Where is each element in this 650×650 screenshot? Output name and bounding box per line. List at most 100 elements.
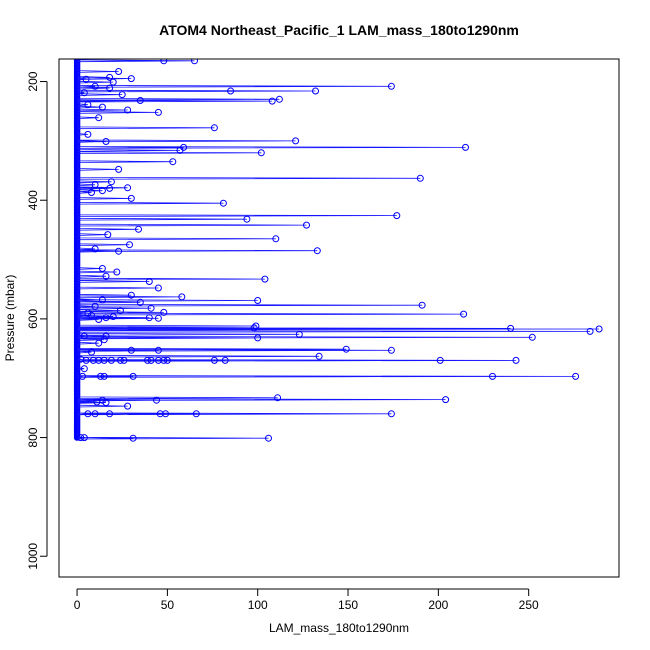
data-point [160, 308, 168, 316]
data-point [178, 293, 186, 301]
data-point [210, 124, 218, 132]
near-zero-points [73, 59, 81, 441]
data-point [387, 346, 395, 354]
data-point [82, 75, 90, 83]
data-point [116, 307, 124, 315]
data-point [460, 310, 468, 318]
data-point [118, 91, 126, 99]
data-point [100, 372, 108, 380]
data-point [442, 396, 450, 404]
data-point [102, 314, 110, 322]
data-point [261, 275, 269, 283]
data-point [136, 298, 144, 306]
data-point [107, 356, 115, 364]
data-point [162, 410, 170, 418]
data-point [100, 336, 108, 344]
data-point [257, 149, 265, 157]
data-point [387, 410, 395, 418]
data-point [265, 434, 272, 442]
data-point [98, 187, 106, 195]
data-point [106, 84, 114, 92]
data-point [227, 87, 235, 95]
data-point [80, 365, 88, 373]
data-point [89, 356, 97, 364]
data-point [84, 309, 92, 317]
data-point [106, 410, 114, 418]
data-point [156, 410, 164, 418]
profile-line [76, 59, 600, 440]
data-point [106, 184, 114, 192]
data-point [303, 221, 310, 229]
data-point [462, 143, 469, 151]
data-point [106, 73, 114, 81]
data-point [115, 165, 123, 173]
data-point [82, 356, 90, 364]
plot-content [73, 59, 603, 442]
y-axis-label: Pressure (mbar) [3, 275, 17, 362]
data-point [295, 330, 303, 338]
y-tick-label: 600 [26, 309, 40, 329]
data-point [586, 327, 594, 335]
data-point [95, 339, 103, 347]
y-tick-label: 200 [26, 71, 40, 91]
data-point [93, 398, 101, 406]
plot-frame [58, 58, 620, 578]
data-point [416, 174, 424, 182]
x-tick-label: 150 [338, 598, 358, 612]
x-tick-label: 100 [248, 598, 268, 612]
data-point [169, 158, 177, 166]
data-point [91, 302, 99, 310]
data-point [163, 356, 171, 364]
data-point [192, 410, 200, 418]
data-point [98, 296, 106, 304]
data-point [88, 348, 95, 356]
data-point [129, 434, 137, 442]
data-point [312, 87, 319, 95]
data-point [275, 95, 283, 103]
data-point [102, 138, 110, 145]
data-point [97, 372, 104, 380]
data-point [127, 291, 135, 299]
data-point [91, 410, 99, 418]
data-point [102, 272, 110, 280]
data-point [127, 194, 135, 202]
data-point [252, 322, 260, 330]
x-axis: 0 50 100 150 200 250 [74, 588, 539, 612]
data-point [160, 59, 168, 65]
y-tick-label: 800 [26, 427, 40, 447]
data-point [98, 103, 106, 111]
data-point [95, 114, 103, 122]
data-point [292, 137, 300, 145]
data-point [124, 184, 132, 192]
data-point [154, 356, 162, 364]
data-point [88, 189, 95, 196]
data-point [274, 394, 282, 402]
data-point [176, 146, 184, 154]
data-point [512, 356, 520, 364]
data-point [79, 372, 86, 380]
data-point [489, 372, 496, 380]
data-point [100, 356, 108, 364]
y-tick-label: 1000 [26, 543, 40, 570]
x-tick-label: 0 [74, 598, 81, 612]
data-point [154, 314, 162, 322]
data-point [160, 356, 168, 364]
data-point [84, 410, 92, 418]
data-point [154, 346, 162, 354]
data-point [127, 75, 135, 83]
data-point [120, 356, 128, 364]
data-point [127, 346, 135, 354]
data-point [254, 297, 262, 304]
x-axis-label: LAM_mass_180to1290nm [269, 621, 409, 635]
data-point [387, 82, 395, 90]
data-point [91, 82, 99, 90]
data-point [144, 356, 151, 364]
data-point [115, 68, 123, 75]
data-point [595, 325, 603, 333]
data-point [272, 235, 280, 243]
data-point [102, 332, 110, 340]
data-point [436, 356, 444, 364]
data-points [77, 59, 603, 442]
data-point [153, 396, 160, 404]
